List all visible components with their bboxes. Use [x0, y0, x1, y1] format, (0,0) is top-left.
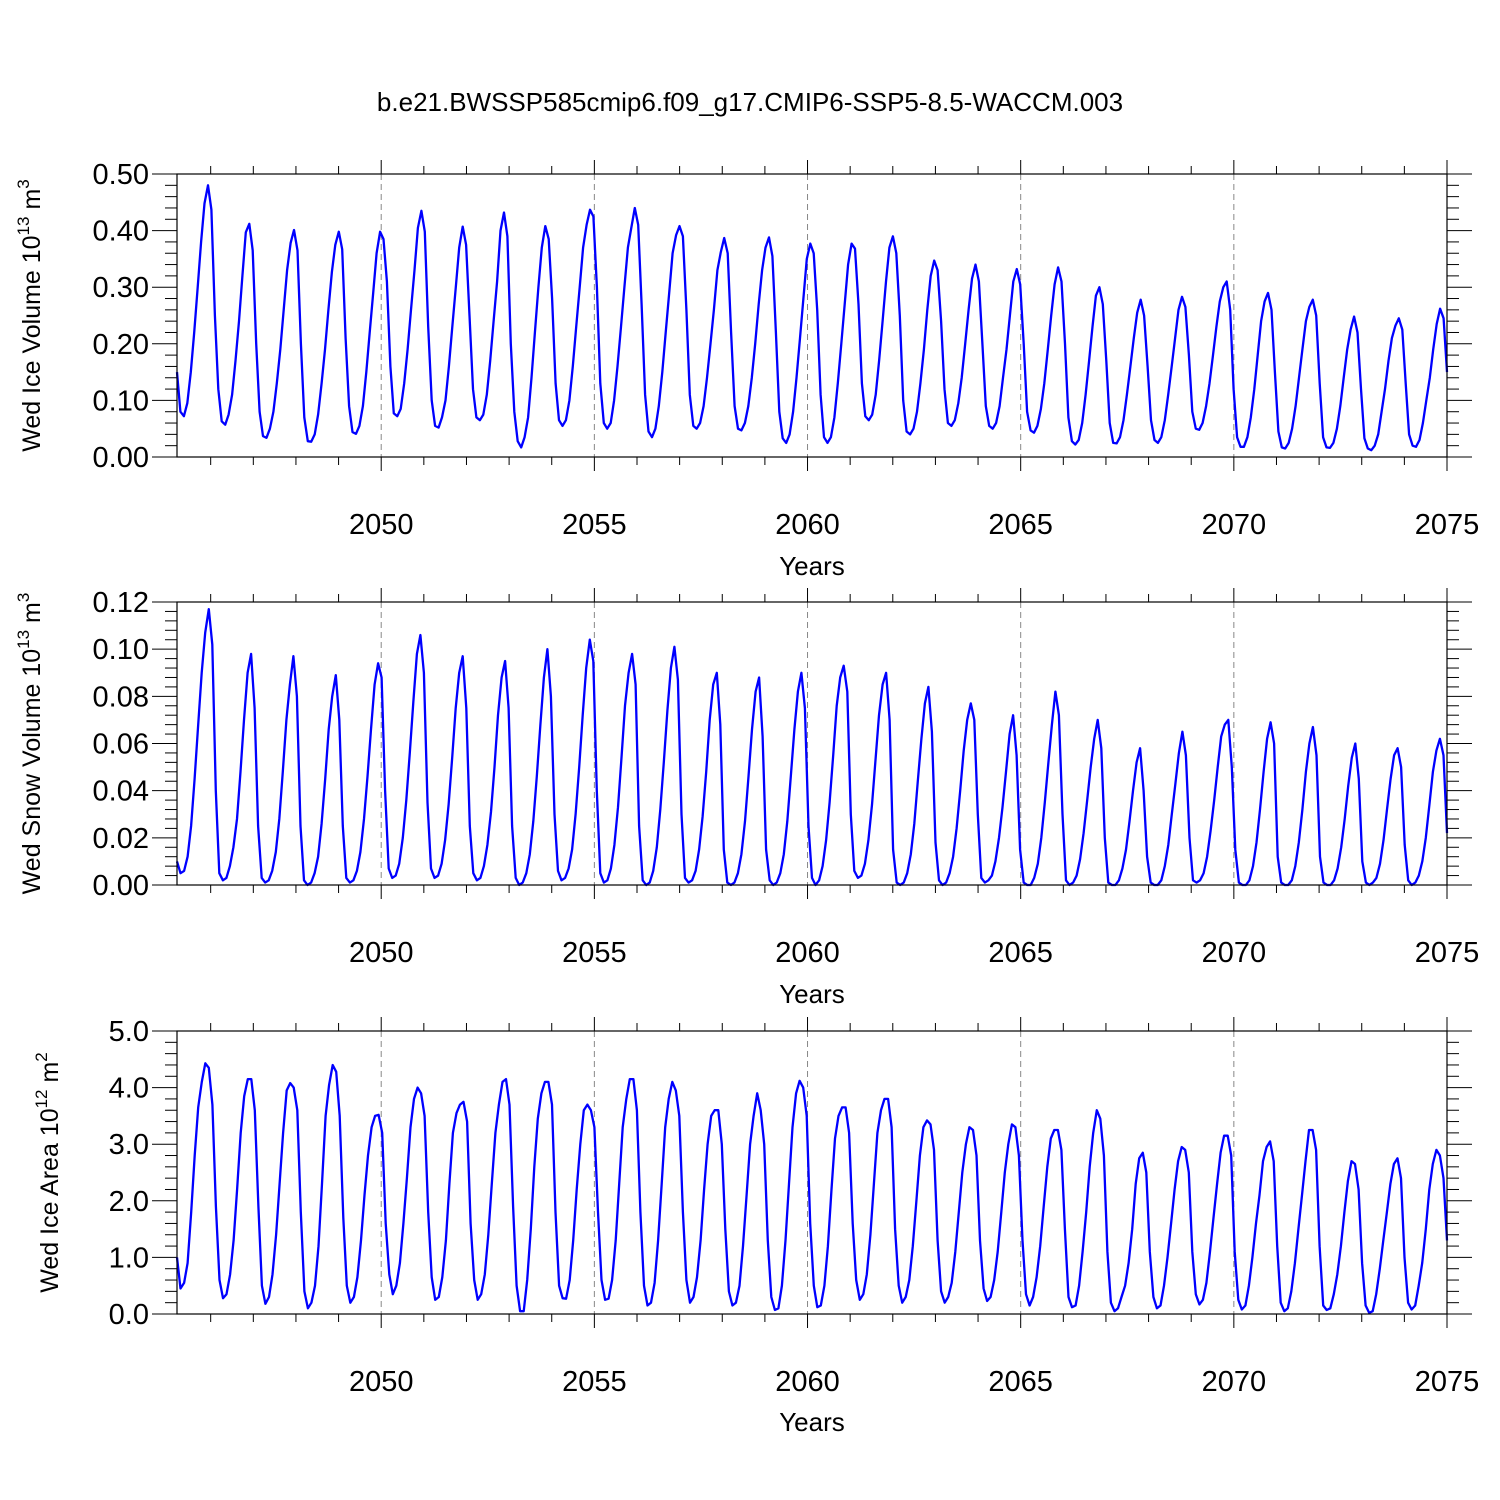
- y-tick-label: 2.0: [109, 1186, 149, 1218]
- y-tick-label: 0.30: [93, 272, 149, 304]
- y-axis-label-unit-exponent: 2: [32, 1052, 51, 1061]
- y-axis-label-unit-exponent: 3: [14, 593, 33, 602]
- y-axis-label-main: Wed Snow Volume 10: [18, 649, 46, 895]
- y-tick-label: 0.00: [93, 870, 149, 902]
- x-tick-label: 2050: [349, 1366, 414, 1398]
- y-axis-label: Wed Ice Area 1012 m2: [32, 1052, 64, 1293]
- panel-2: 0.00 0.02 0.04 0.06 0.08 0.10 0.12 2050 2055 2060…: [14, 587, 1479, 1009]
- y-tick-label: 0.04: [93, 776, 149, 808]
- chart-title: b.e21.BWSSP585cmip6.f09_g17.CMIP6-SSP5-8…: [377, 87, 1123, 117]
- y-tick-label: 0.10: [93, 385, 149, 417]
- y-tick-label: 0.20: [93, 329, 149, 361]
- y-axis-label-main: Wed Ice Volume 10: [18, 235, 46, 451]
- x-tick-label: 2060: [775, 509, 840, 541]
- y-tick-label: 0.12: [93, 587, 149, 619]
- y-tick-label: 0.0: [109, 1299, 149, 1331]
- x-tick-label: 2055: [562, 937, 627, 969]
- x-tick-label: 2050: [349, 937, 414, 969]
- x-tick-label: 2070: [1202, 937, 1267, 969]
- y-tick-label: 0.00: [93, 442, 149, 474]
- x-axis-label: Years: [779, 1407, 845, 1437]
- y-tick-label: 1.0: [109, 1242, 149, 1274]
- panel-1: 0.00 0.10 0.20 0.30 0.40 0.50 2050 2055 2060 2065…: [14, 159, 1479, 581]
- y-tick-label: 0.06: [93, 729, 149, 761]
- series-line: [175, 1062, 1449, 1315]
- x-axis-label: Years: [779, 551, 845, 581]
- y-tick-label: 0.10: [93, 634, 149, 666]
- x-tick-label: 2055: [562, 509, 627, 541]
- series-line: [175, 184, 1449, 452]
- y-axis-label-main: Wed Ice Area 10: [36, 1108, 64, 1292]
- x-tick-label: 2060: [775, 937, 840, 969]
- y-axis-label-unit: m: [18, 602, 46, 630]
- y-axis-label: Wed Snow Volume 1013 m3: [14, 593, 46, 895]
- y-tick-label: 3.0: [109, 1129, 149, 1161]
- x-tick-label: 2055: [562, 1366, 627, 1398]
- x-tick-label: 2065: [988, 1366, 1053, 1398]
- y-tick-label: 0.50: [93, 159, 149, 191]
- x-tick-label: 2065: [988, 937, 1053, 969]
- y-axis-label-exponent: 13: [14, 216, 33, 235]
- y-axis-label-exponent: 12: [32, 1089, 51, 1108]
- y-axis-label: Wed Ice Volume 1013 m3: [14, 179, 46, 452]
- x-tick-label: 2070: [1202, 509, 1267, 541]
- y-axis-label-exponent: 13: [14, 630, 33, 649]
- y-axis-label-unit: m: [36, 1062, 64, 1090]
- panel-3: 0.0 1.0 2.0 3.0 4.0 5.0 2050 2055 2060 2065 2070 20…: [32, 1016, 1479, 1437]
- x-tick-label: 2060: [775, 1366, 840, 1398]
- y-tick-label: 0.02: [93, 823, 149, 855]
- plot-frame: [176, 1030, 1448, 1315]
- y-axis-label-unit-exponent: 3: [14, 179, 33, 188]
- plot-frame: [176, 601, 1448, 886]
- x-tick-label: 2065: [988, 509, 1053, 541]
- y-tick-label: 0.40: [93, 216, 149, 248]
- plot-frame: [176, 173, 1448, 458]
- series-line: [175, 607, 1449, 887]
- x-tick-label: 2070: [1202, 1366, 1267, 1398]
- y-tick-label: 0.08: [93, 681, 149, 713]
- y-axis-label-unit: m: [18, 189, 46, 217]
- x-tick-label: 2075: [1415, 509, 1480, 541]
- x-tick-label: 2050: [349, 509, 414, 541]
- x-axis-label: Years: [779, 979, 845, 1009]
- panels: 0.00 0.10 0.20 0.30 0.40 0.50 2050 2055 2060 2065…: [14, 159, 1479, 1437]
- x-tick-label: 2075: [1415, 937, 1480, 969]
- y-tick-label: 4.0: [109, 1073, 149, 1105]
- y-tick-label: 5.0: [109, 1016, 149, 1048]
- x-tick-label: 2075: [1415, 1366, 1480, 1398]
